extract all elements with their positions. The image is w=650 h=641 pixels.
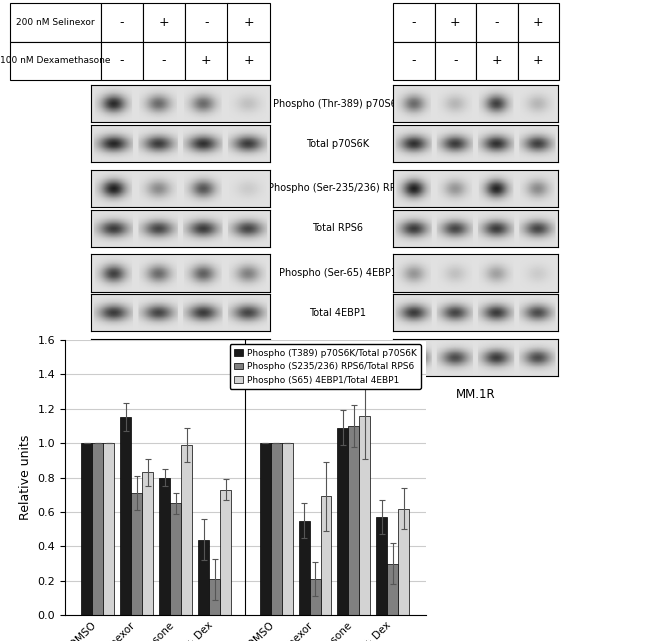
- Text: -: -: [495, 16, 499, 29]
- Text: +: +: [533, 54, 543, 67]
- Text: +: +: [450, 16, 461, 29]
- Bar: [387, 563, 398, 615]
- Bar: [435, 42, 476, 80]
- Text: Phospho (Thr-389) p70S6K: Phospho (Thr-389) p70S6K: [273, 99, 403, 109]
- Text: +: +: [533, 16, 543, 29]
- Bar: [517, 3, 559, 42]
- Text: +: +: [243, 16, 254, 29]
- Text: Phospho (Ser-65) 4EBP1: Phospho (Ser-65) 4EBP1: [279, 268, 397, 278]
- Bar: [270, 443, 281, 615]
- Bar: [309, 579, 320, 615]
- Bar: [101, 3, 143, 42]
- Text: -: -: [411, 16, 416, 29]
- Bar: [259, 443, 270, 615]
- Text: 200 nM Selinexor: 200 nM Selinexor: [16, 18, 94, 27]
- Bar: [476, 42, 517, 80]
- Bar: [209, 579, 220, 615]
- Bar: [10, 3, 101, 42]
- Bar: [120, 417, 131, 615]
- Bar: [220, 490, 231, 615]
- Text: 100 nM Dexamethasone: 100 nM Dexamethasone: [0, 56, 111, 65]
- Text: Phospho (Ser-235/236) RPS6: Phospho (Ser-235/236) RPS6: [268, 183, 408, 194]
- Bar: [143, 3, 185, 42]
- Bar: [185, 42, 227, 80]
- Text: Total p70S6K: Total p70S6K: [306, 138, 370, 149]
- Bar: [320, 497, 332, 615]
- Bar: [227, 3, 270, 42]
- Bar: [298, 520, 309, 615]
- Bar: [159, 478, 170, 615]
- Bar: [348, 426, 359, 615]
- Text: +: +: [201, 54, 212, 67]
- Bar: [393, 42, 435, 80]
- Bar: [281, 443, 292, 615]
- Bar: [170, 503, 181, 615]
- Bar: [142, 472, 153, 615]
- Text: β-Actin: β-Actin: [321, 353, 355, 363]
- Text: +: +: [159, 16, 170, 29]
- Bar: [131, 493, 142, 615]
- Bar: [198, 540, 209, 615]
- Text: MM.1R: MM.1R: [456, 388, 495, 401]
- Text: -: -: [120, 16, 124, 29]
- Bar: [517, 42, 559, 80]
- Bar: [435, 3, 476, 42]
- Text: Total 4EBP1: Total 4EBP1: [309, 308, 367, 318]
- Text: +: +: [491, 54, 502, 67]
- Bar: [181, 445, 192, 615]
- Bar: [393, 3, 435, 42]
- Bar: [81, 443, 92, 615]
- Bar: [92, 443, 103, 615]
- Text: -: -: [162, 54, 166, 67]
- Text: Total RPS6: Total RPS6: [313, 223, 363, 233]
- Legend: Phospho (T389) p70S6K/Total p70S6K, Phospho (S235/236) RPS6/Total RPS6, Phospho : Phospho (T389) p70S6K/Total p70S6K, Phos…: [229, 344, 421, 389]
- Bar: [398, 508, 410, 615]
- Bar: [376, 517, 387, 615]
- Bar: [337, 428, 348, 615]
- Text: -: -: [204, 16, 209, 29]
- Bar: [101, 42, 143, 80]
- Bar: [227, 42, 270, 80]
- Bar: [10, 42, 101, 80]
- Text: MM.1S: MM.1S: [161, 388, 200, 401]
- Bar: [185, 3, 227, 42]
- Bar: [103, 443, 114, 615]
- Text: -: -: [411, 54, 416, 67]
- Text: +: +: [243, 54, 254, 67]
- Bar: [143, 42, 185, 80]
- Bar: [359, 415, 370, 615]
- Bar: [476, 3, 517, 42]
- Y-axis label: Relative units: Relative units: [19, 435, 32, 520]
- Text: -: -: [120, 54, 124, 67]
- Text: -: -: [453, 54, 458, 67]
